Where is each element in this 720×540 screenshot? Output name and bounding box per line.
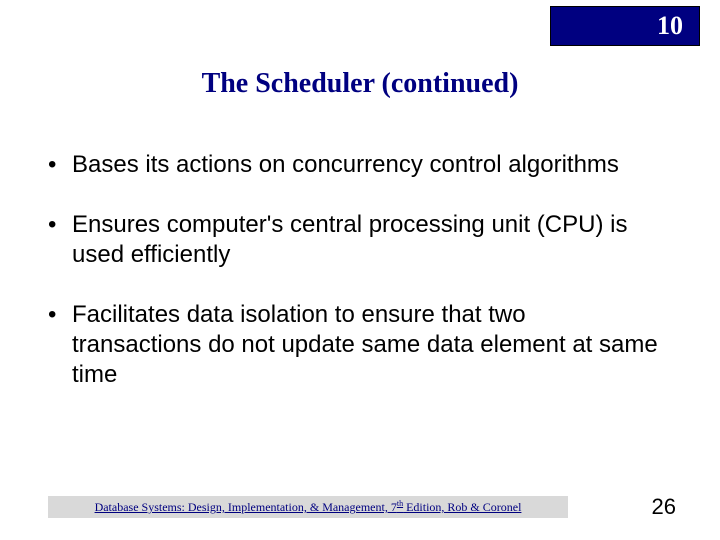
list-item: • Ensures computer's central processing … [48, 210, 660, 270]
bullet-text: Facilitates data isolation to ensure tha… [72, 300, 660, 390]
bullet-text: Ensures computer's central processing un… [72, 210, 660, 270]
footer-text: Database Systems: Design, Implementation… [95, 499, 522, 515]
bullet-marker: • [48, 210, 72, 240]
bullet-text: Bases its actions on concurrency control… [72, 150, 660, 180]
list-item: • Facilitates data isolation to ensure t… [48, 300, 660, 390]
footer-suffix: Edition, Rob & Coronel [403, 500, 521, 514]
footer-bar: Database Systems: Design, Implementation… [48, 496, 568, 518]
footer-prefix: Database Systems: Design, Implementation… [95, 500, 397, 514]
chapter-badge: 10 [550, 6, 700, 46]
chapter-number: 10 [657, 11, 683, 41]
bullet-marker: • [48, 300, 72, 330]
slide-title: The Scheduler (continued) [0, 68, 720, 100]
list-item: • Bases its actions on concurrency contr… [48, 150, 660, 180]
bullet-list: • Bases its actions on concurrency contr… [48, 150, 660, 420]
bullet-marker: • [48, 150, 72, 180]
page-number: 26 [652, 494, 676, 520]
